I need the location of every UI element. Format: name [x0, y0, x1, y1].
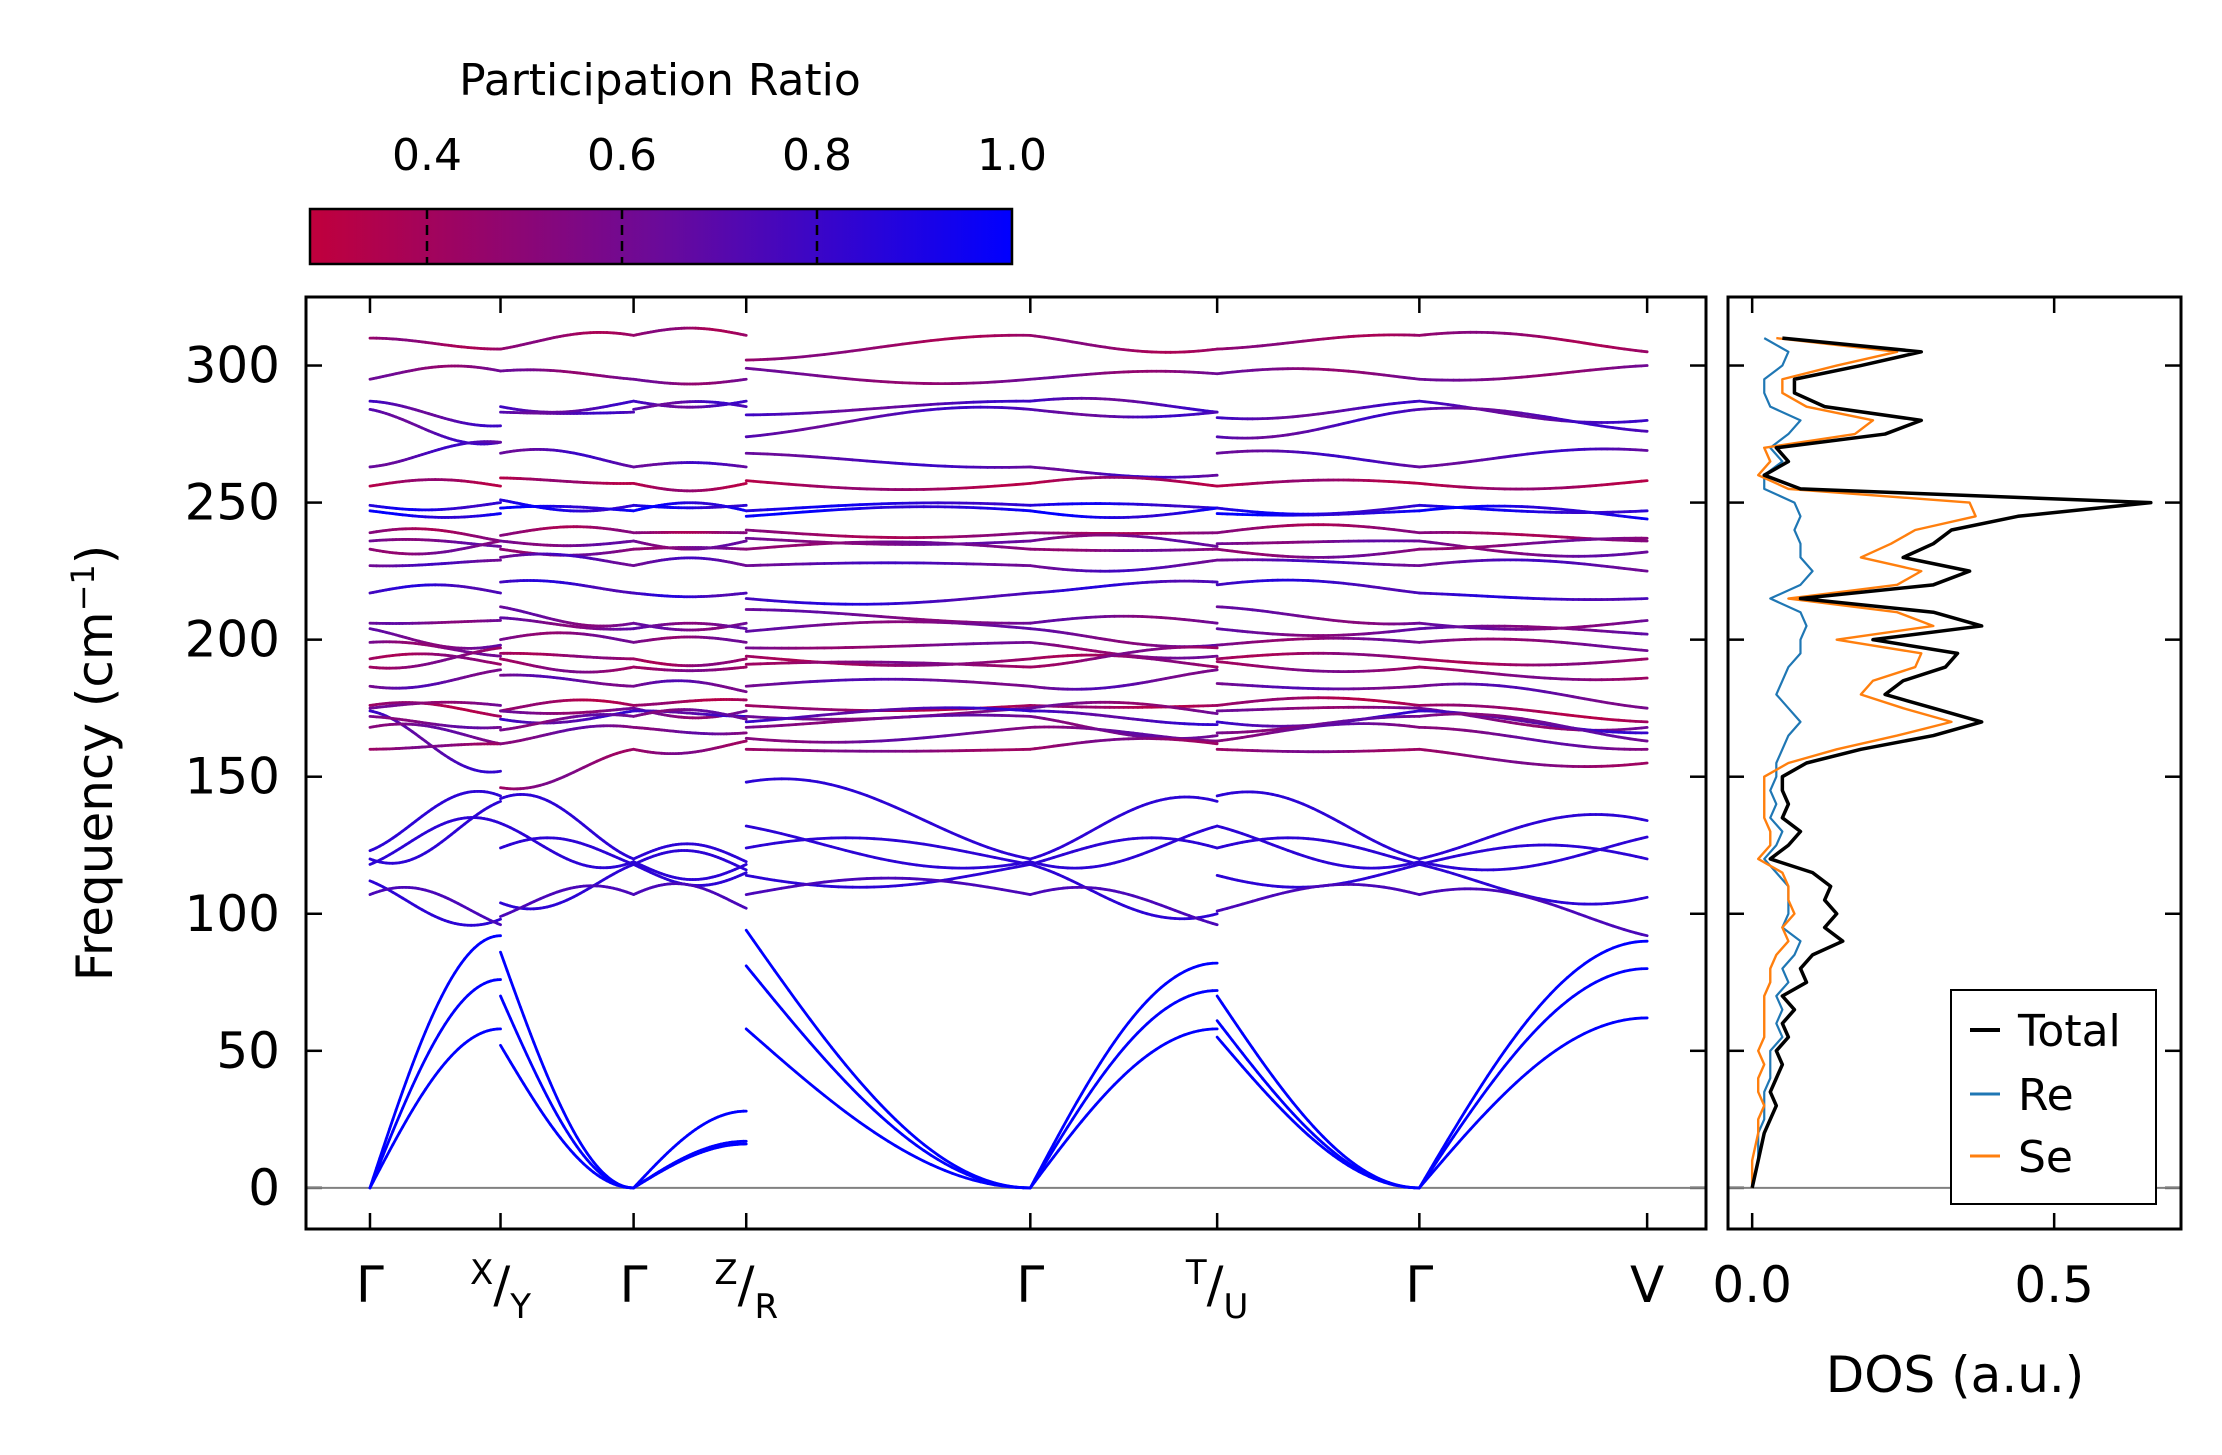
colorbar-tick-label: 0.8	[782, 130, 852, 181]
acoustic-band-segment	[420, 1030, 427, 1042]
optical-band-segment	[742, 709, 748, 713]
optical-band-segment	[742, 333, 748, 337]
acoustic-band-segment	[522, 1014, 529, 1027]
acoustic-band-segment	[404, 1071, 411, 1084]
acoustic-band-segment	[505, 969, 512, 982]
colorbar-tick-label: 0.6	[587, 130, 657, 181]
optical-band-segment	[495, 714, 502, 718]
acoustic-band-segment	[509, 978, 516, 991]
mid-band-segment	[495, 793, 502, 798]
phonon-bands	[368, 326, 1649, 1190]
colorbar-ticks: 0.4 0.6 0.8 1.0	[392, 130, 1047, 264]
optical-band-segment	[742, 739, 748, 744]
acoustic-band-segment	[381, 1145, 388, 1157]
optical-band-segment	[742, 657, 748, 661]
acoustic-band-segment	[384, 1137, 391, 1149]
acoustic-band-segment	[378, 1153, 385, 1165]
acoustic-band-segment	[411, 1054, 418, 1067]
mid-band-segment	[495, 799, 502, 805]
colorbar-gradient	[308, 207, 1014, 266]
optical-band-segment	[742, 621, 748, 626]
mid-band-segment	[495, 921, 502, 927]
acoustic-band-segment	[388, 1118, 395, 1131]
mid-band-segment	[742, 867, 748, 872]
acoustic-band-segment	[394, 1099, 401, 1112]
colorbar-tick-label: 0.4	[392, 130, 462, 181]
optical-band-segment	[742, 689, 748, 694]
optical-band-segment	[495, 484, 502, 488]
colorbar-label: Participation Ratio	[459, 55, 861, 106]
acoustic-band-segment	[512, 987, 519, 1000]
acoustic-band-segment	[391, 1122, 398, 1133]
acoustic-band-segment	[414, 1046, 421, 1058]
acoustic-band-segment	[378, 1147, 385, 1160]
optical-band-segment	[742, 539, 748, 544]
mid-band-segment	[742, 905, 748, 910]
optical-band-segment	[495, 662, 502, 666]
colorbar: Participation Ratio 0.4 0.6 0.8 1.0	[308, 55, 1047, 266]
optical-band-segment	[742, 481, 748, 486]
acoustic-band-segment	[397, 1089, 405, 1102]
mid-band-segment	[495, 917, 502, 922]
acoustic-band-segment	[375, 1161, 382, 1173]
acoustic-band-segment	[417, 1038, 424, 1050]
acoustic-band-segment	[381, 1137, 388, 1150]
acoustic-band-segment	[515, 996, 522, 1009]
acoustic-band-segment	[502, 959, 509, 973]
optical-band-segment	[495, 643, 502, 648]
acoustic-band-segment	[407, 1063, 414, 1075]
acoustic-band-segment	[499, 950, 506, 963]
mid-band-segment	[742, 871, 748, 876]
optical-band-segment	[742, 717, 748, 721]
optical-band-segment	[495, 591, 502, 595]
acoustic-band-segment	[388, 1129, 395, 1141]
acoustic-band-segment	[384, 1127, 391, 1141]
acoustic-band-segment	[519, 1005, 526, 1018]
colorbar-tick-label: 1.0	[977, 130, 1047, 181]
acoustic-band-segment	[391, 1108, 398, 1121]
acoustic-band-segment	[401, 1080, 408, 1093]
mid-band-segment	[742, 863, 748, 868]
acoustic-band-segment	[525, 1023, 532, 1036]
mid-band-segment	[742, 858, 748, 864]
band-axis-ticks	[306, 297, 1706, 1229]
